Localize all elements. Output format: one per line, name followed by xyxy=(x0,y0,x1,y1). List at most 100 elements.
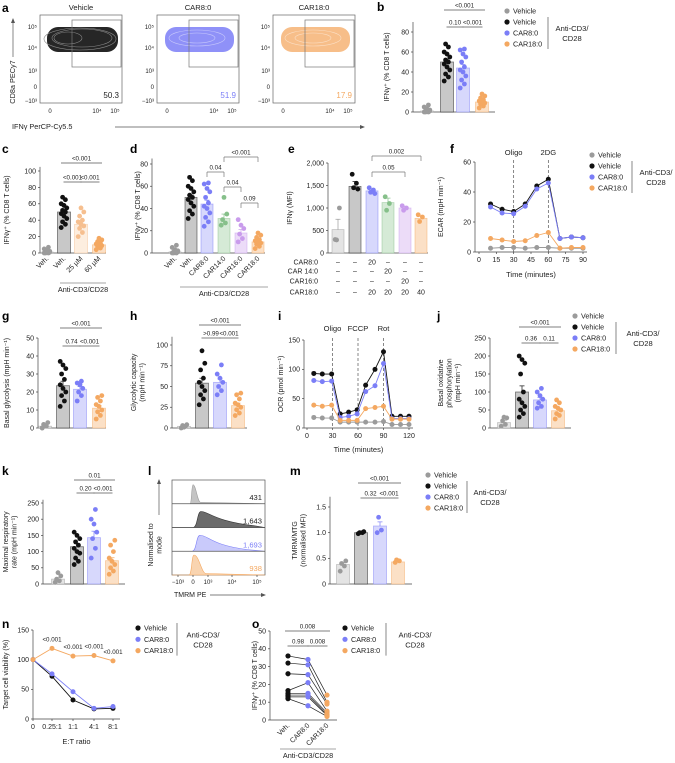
data-point xyxy=(324,713,330,720)
data-point xyxy=(174,242,179,248)
data-point xyxy=(207,189,213,195)
data-point xyxy=(238,390,244,396)
y-tick-label: 10³ xyxy=(28,69,37,75)
data-point xyxy=(191,203,197,209)
data-point xyxy=(545,245,551,250)
table-cell: – xyxy=(370,269,374,276)
x-tick-label: 0 xyxy=(48,109,52,115)
x-tick-label: 0 xyxy=(191,580,195,586)
data-point xyxy=(214,371,220,377)
data-point xyxy=(446,44,451,50)
y-tick-label: 10⁵ xyxy=(145,24,155,31)
flow-plot-title: CAR18:0 xyxy=(299,3,330,12)
y-tick-label: 50 xyxy=(31,565,39,572)
x-tick-label: 45 xyxy=(527,257,535,264)
y-axis-label: IFNγ⁺ (% CD8 T cells) xyxy=(383,32,391,101)
legend-bracket-label: Anti-CD3/ xyxy=(474,488,508,497)
data-point xyxy=(554,397,559,403)
histogram-trace xyxy=(172,554,266,576)
data-point xyxy=(80,230,85,235)
group-label: Anti-CD3/CD28 xyxy=(199,289,249,298)
data-point xyxy=(426,102,431,108)
y-axis-label: Basal oxidative xyxy=(438,359,445,406)
data-point xyxy=(539,404,544,409)
legend-marker xyxy=(589,185,595,191)
data-point xyxy=(252,246,258,251)
legend-marker xyxy=(135,636,141,642)
data-point xyxy=(459,59,464,65)
data-point xyxy=(59,393,64,398)
data-point xyxy=(329,378,335,384)
y-tick-label: 20 xyxy=(401,89,409,96)
data-point xyxy=(337,417,343,423)
x-tick-label: Veh. xyxy=(36,255,51,270)
y-tick-label: 60 xyxy=(28,201,36,208)
y-tick-label: 60 xyxy=(463,159,471,166)
legend-bracket-label: Anti-CD3/ xyxy=(399,630,433,639)
data-point xyxy=(557,245,563,251)
y-tick-label: 200 xyxy=(474,353,486,360)
data-point xyxy=(545,176,551,182)
data-point xyxy=(285,653,291,659)
p-value-label: <0.001 xyxy=(80,175,100,182)
legend-marker xyxy=(589,163,595,169)
data-point xyxy=(220,379,226,385)
table-cell: – xyxy=(353,269,357,276)
panel-letter: e xyxy=(288,142,295,156)
data-point xyxy=(201,396,206,402)
x-tick-label: Veh. xyxy=(53,255,68,270)
panel-letter: o xyxy=(252,617,259,631)
data-point xyxy=(54,576,59,582)
data-point xyxy=(198,367,204,373)
y-axis-label: Basal glycolysis (mpH min⁻¹) xyxy=(4,338,11,428)
p-value-label: <0.001 xyxy=(370,476,390,483)
data-point xyxy=(94,529,100,535)
legend-marker xyxy=(425,472,431,478)
data-point xyxy=(93,416,99,422)
y-tick-label: 50 xyxy=(160,384,168,391)
x-tick-label: 60 µM xyxy=(84,255,103,274)
data-point xyxy=(447,67,453,73)
data-point xyxy=(202,388,208,394)
table-cell: – xyxy=(386,279,390,286)
table-cell: – xyxy=(370,279,374,286)
data-point xyxy=(457,85,463,91)
legend-marker xyxy=(135,625,141,631)
data-point xyxy=(552,416,558,422)
data-point xyxy=(441,61,447,67)
y-tick-label: 50 xyxy=(26,335,34,342)
legend-marker xyxy=(342,636,348,642)
legend-bracket-label: Anti-CD3/ xyxy=(187,630,221,639)
data-point xyxy=(376,514,381,520)
legend-label: Vehicle xyxy=(598,162,621,171)
data-point xyxy=(462,64,467,70)
x-tick-label: Veh. xyxy=(164,255,179,270)
legend-marker xyxy=(425,483,431,489)
x-tick-label: 90 xyxy=(579,257,587,264)
data-point xyxy=(372,366,378,372)
data-point xyxy=(240,236,245,241)
p-value-label: 0.10 xyxy=(449,20,462,27)
y-tick-label: 40 xyxy=(140,206,148,213)
x-tick-label: 60 xyxy=(354,433,362,440)
data-point xyxy=(241,226,247,231)
y-tick-label: 60 xyxy=(140,184,148,191)
data-point xyxy=(476,105,482,111)
table-cell: 20 xyxy=(368,290,376,297)
x-tick-label: 0 xyxy=(165,109,169,115)
y-axis-label: IFNγ⁺ (% CD8 T cells) xyxy=(251,641,259,710)
y-axis-label: Maximal respiratory xyxy=(3,511,10,573)
data-point xyxy=(203,194,209,200)
data-point xyxy=(204,186,210,191)
data-point xyxy=(406,416,412,422)
data-point xyxy=(207,210,213,216)
legend-label: Vehicle xyxy=(434,471,457,480)
table-cell: 40 xyxy=(417,290,425,297)
y-tick-label: 10³ xyxy=(145,69,154,75)
data-point xyxy=(478,95,483,101)
data-point xyxy=(217,375,223,381)
data-point xyxy=(311,370,317,376)
table-row-label: CAR8:0 xyxy=(293,260,318,267)
p-value-label: 0.04 xyxy=(226,180,239,187)
data-point xyxy=(444,64,450,70)
